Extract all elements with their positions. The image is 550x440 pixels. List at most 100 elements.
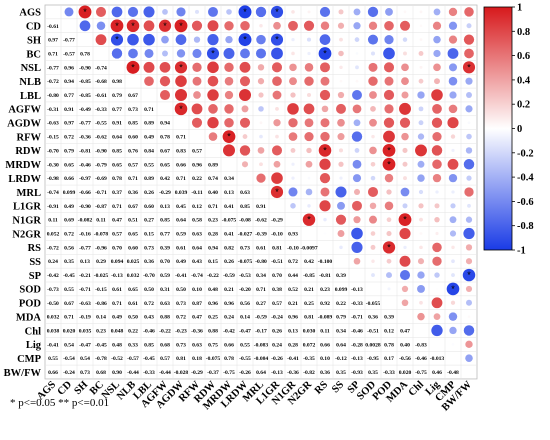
corr-circle-lrdw-l1gr [271,172,283,184]
corr-value: 0.96 [192,162,202,168]
corr-value: 0.13 [288,328,298,334]
corr-value: 0.10 [320,356,330,362]
corr-circle-agfw-cmp [448,104,458,114]
corr-value: 0.26 [224,259,234,265]
corr-value: 0.77 [112,107,122,113]
corr-circle-cd-l1gr [273,21,281,30]
corr-value: 0.81 [304,315,314,321]
corr-value: -0.71 [79,287,91,293]
significance-star: * [243,35,247,45]
corr-value: -0.22 [207,273,219,279]
corr-circle-bc-bw-fw [464,48,474,59]
corr-value: 0.61 [112,287,122,293]
corr-value: 0.79 [336,315,346,321]
corr-value: 0.89 [144,121,154,127]
corr-value: 0.41 [224,204,234,210]
corr-circle-agfw-agdw [174,102,188,116]
corr-circle-rfw-lig [432,131,442,142]
corr-value: -0.61 [47,24,59,30]
corr-circle-lbl-mda [401,91,409,99]
corr-value: 0.039 [175,190,188,196]
corr-circle-ss-bw-fw [465,258,473,265]
corr-circle-nsl-lig [433,63,441,72]
corr-circle-ags-mrdw [226,9,232,15]
row-label-nsl: NSL [21,63,41,74]
corr-circle-rfw-sp [351,131,363,142]
corr-value: -0.44 [159,370,171,376]
corr-circle-lrdw-pod [384,173,394,183]
corr-circle-pod-bw-fw [466,299,472,306]
corr-circle-pod-cmp [450,300,456,305]
corr-value: 0.55 [64,287,74,293]
corr-value: -0.85 [79,79,91,85]
corr-value: -0.10 [271,232,283,238]
corr-circle-n1gr-chl [419,217,423,222]
corr-circle-ss-chl [417,258,425,265]
row-label-pod: POD [19,299,42,310]
corr-value: -0.73 [47,287,59,293]
corr-circle-mrl-lig [435,190,439,194]
corr-value: 0.36 [144,259,154,265]
corr-circle-agfw-mrdw [224,104,234,114]
corr-value: -0.33 [351,301,363,307]
corr-circle-sh-sod [367,34,379,45]
col-label-rs: RS [313,379,330,396]
corr-circle-bc-agfw [162,50,168,57]
corr-circle-cd-agdw [174,19,188,33]
corr-circle-nlb-sod [368,76,378,86]
corr-circle-rs-ss [339,245,343,250]
corr-circle-bc-lbl [144,48,154,58]
corr-circle-bc-l1gr [271,47,283,60]
corr-circle-sh-ss [339,37,343,42]
corr-circle-sh-n1gr [291,37,295,42]
corr-circle-nsl-lbl [143,61,155,73]
corr-value: 0.56 [240,301,250,307]
corr-circle-rdw-sod [369,146,377,155]
corr-value: 0.49 [144,135,154,141]
corr-circle-mda-lig [433,313,441,320]
corr-value: 0.55 [144,162,154,168]
corr-circle-sh-bc [95,34,107,46]
corr-circle-mrdw-ss [338,161,344,167]
corr-value: 0.58 [192,218,202,224]
corr-value: 0.23 [320,287,330,293]
corr-value: -0.56 [399,356,411,362]
significance-star: * [387,159,391,169]
significance-star: * [451,284,455,294]
corr-circle-bc-nlb [128,48,138,59]
corr-value: 0.78 [112,176,122,182]
corr-value: 0.21 [224,287,234,293]
corr-circle-sod-mda [401,285,409,293]
corr-circle-lrdw-n1gr [291,176,295,180]
corr-value: 0.64 [112,135,122,141]
corr-circle-lig-cmp [451,343,455,346]
corr-circle-ss-cmp [451,259,455,264]
corr-circle-nsl-mda [401,63,409,72]
corr-circle-rdw-n1gr [290,147,296,153]
corr-circle-ags-lrdw [238,5,252,19]
corr-circle-rfw-n1gr [288,132,298,141]
corr-value: -0.013 [430,356,445,362]
corr-value: -0.075 [238,259,253,265]
row-label-agfw: AGFW [8,105,41,116]
corr-value: 0.048 [111,328,124,334]
corr-value: -0.55 [95,121,107,127]
corr-value: 0.94 [160,121,170,127]
corr-value: 0.24 [48,259,58,265]
row-label-sod: SOD [19,285,41,296]
corr-value: -0.46 [143,328,155,334]
corr-value: -0.28 [351,342,363,348]
corr-value: -0.08 [239,218,251,224]
corr-value: 0.39 [160,245,170,251]
significance-star: * [227,132,231,142]
corr-value: 0.57 [192,148,202,154]
corr-value: 0.038 [47,328,60,334]
corr-circle-nsl-mrl [257,64,265,71]
corr-value: -0.46 [79,162,91,168]
corr-value: -0.45 [143,356,155,362]
corr-value: 0.29 [96,259,106,265]
corr-value: -0.57 [127,356,139,362]
corr-value: -0.77 [79,245,91,251]
corr-value: -0.17 [255,328,267,334]
significance-star: * [243,7,247,17]
